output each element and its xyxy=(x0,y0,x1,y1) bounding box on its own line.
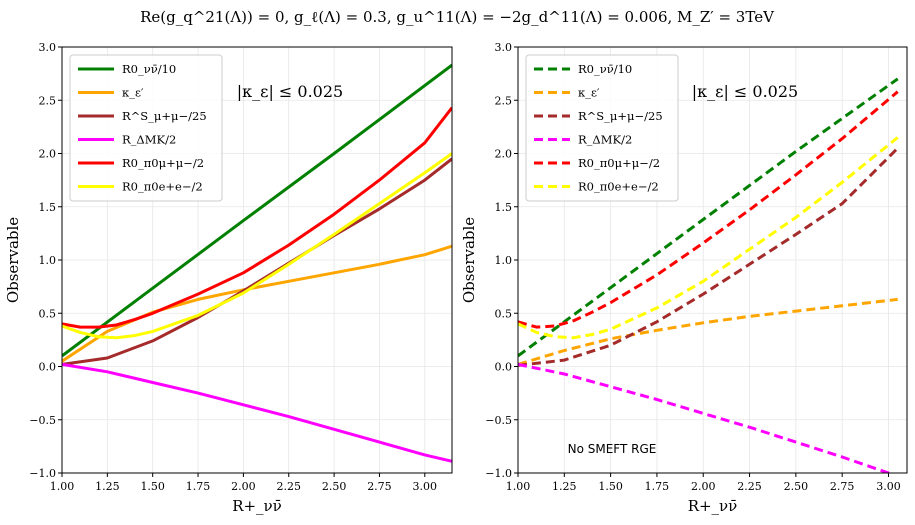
y-tick-label: −1.0 xyxy=(485,467,512,480)
legend-label: κ_ε′ xyxy=(122,86,144,100)
legend-label: R0_π0μ+μ−/2 xyxy=(578,156,660,170)
y-tick-label: 0.5 xyxy=(495,307,513,320)
figure-title: Re(g_q^21(Λ)) = 0, g_ℓ(Λ) = 0.3, g_u^11(… xyxy=(140,8,775,26)
y-tick-label: 2.5 xyxy=(495,94,513,107)
legend-label: κ_ε′ xyxy=(578,86,600,100)
legend-label: R0_π0e+e−/2 xyxy=(122,180,203,194)
series-line xyxy=(62,362,452,463)
y-tick-label: −0.5 xyxy=(29,414,56,427)
x-tick-label: 3.00 xyxy=(876,480,901,493)
series-line xyxy=(62,63,452,358)
legend-label: R_ΔMK/2 xyxy=(578,133,632,147)
x-tick-label: 2.75 xyxy=(830,480,855,493)
x-tick-label: 2.50 xyxy=(784,480,809,493)
y-tick-label: 1.5 xyxy=(495,201,513,214)
x-tick-label: 1.75 xyxy=(645,480,670,493)
y-axis-label: Observable xyxy=(460,217,478,303)
x-tick-label: 2.00 xyxy=(231,480,256,493)
series-line xyxy=(518,297,898,366)
y-tick-label: 2.0 xyxy=(495,148,513,161)
y-tick-label: 1.5 xyxy=(39,201,57,214)
x-tick-label: 2.25 xyxy=(737,480,762,493)
no-smeft-note: No SMEFT RGE xyxy=(568,442,657,456)
legend-label: R0_νν̄/10 xyxy=(122,62,176,76)
x-tick-label: 1.00 xyxy=(50,480,75,493)
x-tick-label: 1.25 xyxy=(95,480,120,493)
legend-label: R^S_μ+μ−/25 xyxy=(122,109,207,123)
y-tick-label: 0.5 xyxy=(39,307,57,320)
x-tick-label: 2.50 xyxy=(322,480,347,493)
x-tick-label: 1.00 xyxy=(506,480,531,493)
legend-label: R0_νν̄/10 xyxy=(578,62,632,76)
y-tick-label: 2.5 xyxy=(39,94,57,107)
right-panel: 1.00 1.25 1.50 1.75 2.00 2.25 2.50 2.75 3.00 −1.0… xyxy=(460,41,908,515)
x-tick-label: 2.00 xyxy=(691,480,716,493)
y-tick-label: 1.0 xyxy=(39,254,57,267)
x-axis-label: R+_νν̄ xyxy=(232,497,282,515)
y-tick-label: 3.0 xyxy=(39,41,57,54)
x-tick-label: 2.75 xyxy=(367,480,392,493)
left-panel: 1.00 1.25 1.50 1.75 2.00 2.25 2.50 2.75 3.00 −1.0… xyxy=(4,41,453,515)
series-line xyxy=(518,147,899,367)
series-line xyxy=(518,90,899,329)
series-line xyxy=(518,77,899,358)
x-tick-label: 1.50 xyxy=(140,480,165,493)
x-tick-label: 3.00 xyxy=(413,480,438,493)
x-tick-label: 1.75 xyxy=(186,480,211,493)
y-tick-label: 3.0 xyxy=(495,41,513,54)
legend-label: R^S_μ+μ−/25 xyxy=(578,109,663,123)
kappa-annotation: |κ_ε| ≤ 0.025 xyxy=(237,82,343,101)
x-tick-label: 1.50 xyxy=(598,480,623,493)
y-axis-label: Observable xyxy=(4,217,22,303)
series-line xyxy=(518,136,899,340)
legend-label: R0_π0e+e−/2 xyxy=(578,180,659,194)
series-line xyxy=(62,152,452,340)
x-tick-label: 1.25 xyxy=(552,480,577,493)
legend-label: R_ΔMK/2 xyxy=(122,133,176,147)
series-line xyxy=(62,106,452,329)
legend-label: R0_π0μ+μ−/2 xyxy=(122,156,204,170)
y-tick-label: −0.5 xyxy=(485,414,512,427)
kappa-annotation: |κ_ε| ≤ 0.025 xyxy=(692,82,798,101)
x-tick-label: 2.25 xyxy=(276,480,301,493)
y-tick-label: 1.0 xyxy=(495,254,513,267)
y-tick-label: 2.0 xyxy=(39,148,57,161)
series-line xyxy=(518,362,894,473)
y-tick-label: −1.0 xyxy=(29,467,56,480)
x-axis-label: R+_νν̄ xyxy=(688,497,738,515)
y-tick-label: 0.0 xyxy=(39,361,57,374)
y-tick-label: 0.0 xyxy=(495,361,513,374)
